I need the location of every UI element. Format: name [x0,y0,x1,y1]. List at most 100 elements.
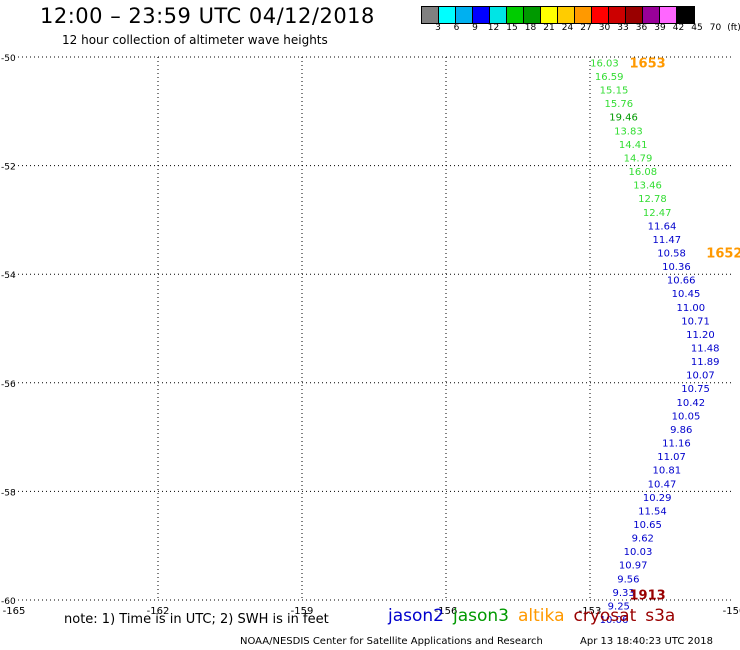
color-swatch [592,7,609,23]
data-value-label: 15.76 [604,99,633,110]
color-scale-tick-label: 30 [598,23,611,33]
data-value-label: 15.15 [600,86,629,97]
chart-subtitle: 12 hour collection of altimeter wave hei… [62,33,328,47]
data-value-label: 10.45 [672,289,701,300]
y-tick-label: -50 [1,54,16,64]
color-swatch [677,7,694,23]
data-value-label: 12.78 [638,194,667,205]
x-tick-label: -156 [435,606,458,617]
color-scale-tick-label: 70 [709,23,722,33]
data-value-label: 10.71 [681,316,710,327]
color-scale-tick-label: 18 [524,23,537,33]
satellite-legend: jason2 jason3 altika cryosat s3a [388,606,684,626]
data-value-label: 16.03 [590,58,619,69]
y-tick-label: -60 [1,597,16,607]
data-value-label: 10.07 [686,371,715,382]
color-scale-tick-label: 6 [453,23,460,33]
data-value-label: 11.64 [648,221,677,232]
data-value-label: 10.97 [619,561,648,572]
legend-item-altika: altika [518,606,565,626]
plot-grid [14,56,734,601]
color-scale-bar [421,6,695,24]
x-tick-label: -159 [291,606,314,617]
y-tick-label: -54 [1,271,16,281]
data-value-label: 19.46 [609,113,638,124]
y-tick-label: -58 [1,488,16,498]
data-value-label: 12.47 [643,208,672,219]
data-value-label: 10.05 [672,411,701,422]
pass-annotations: 1653 1652 1913 [630,56,740,603]
y-tick-label: -56 [1,380,16,390]
units-note: note: 1) Time is in UTC; 2) SWH is in fe… [64,612,329,627]
data-value-label: 11.16 [662,439,691,450]
data-value-label: 9.56 [617,574,639,585]
footer-credit: NOAA/NESDIS Center for Satellite Applica… [240,636,543,647]
color-swatch [558,7,575,23]
data-value-label: 11.47 [652,235,681,246]
data-value-label: 10.81 [652,466,681,477]
data-value-label: 14.41 [619,140,648,151]
color-swatch [439,7,456,23]
color-scale-tick-label: 45 [691,23,703,33]
color-scale-tick-label: 39 [654,23,666,33]
data-value-label: 11.00 [676,303,705,314]
data-value-label: 10.29 [643,493,672,504]
data-value-label: 13.46 [633,181,662,192]
color-scale-tick-label: 27 [580,23,592,33]
color-scale-tick-label: 21 [543,23,555,33]
legend-item-s3a: s3a [645,606,676,626]
footer-timestamp: Apr 13 18:40:23 UTC 2018 [580,636,713,647]
pass-time-label: 1913 [630,589,666,604]
pass-time-label: 1653 [630,56,666,71]
x-tick-label: -153 [579,606,602,617]
color-scale-tick-label: 24 [561,23,574,33]
pass-time-label: 1652 [706,246,740,261]
data-value-label: 9.86 [670,425,692,436]
x-tick-label: -165 [3,606,26,617]
data-value-label: 16.59 [595,72,624,83]
color-swatch [575,7,592,23]
axis-ticks: -165 -162 -159 -156 -153 -150 -50 -52 -54 -56 -58 -… [1,54,740,617]
color-swatch [422,7,439,23]
color-scale-tick-label: 33 [617,23,629,33]
color-swatch [660,7,677,23]
data-value-label: 10.42 [676,398,705,409]
data-value-label: 10.65 [633,520,662,531]
color-swatch [643,7,660,23]
chart-title: 12:00 – 23:59 UTC 04/12/2018 [40,4,375,28]
color-scale-tick-label: 12 [487,23,500,33]
legend-item-jason3: jason3 [453,606,509,626]
color-scale-tick-label: 42 [672,23,685,33]
color-scale-tick-label: 9 [472,23,478,33]
x-tick-label: -162 [147,606,170,617]
x-tick-label: -150 [723,606,740,617]
data-value-label: 11.48 [691,344,720,355]
data-value-label: 11.07 [657,452,686,463]
color-swatch [626,7,643,23]
data-value-label: 10.47 [648,479,677,490]
y-tick-label: -52 [1,163,16,173]
data-value-label: 10.58 [657,248,686,259]
data-value-label: 10.06 [600,615,629,626]
data-value-label: 9.33 [612,588,634,599]
color-swatch [609,7,626,23]
color-scale-labels: 3 6 9 12 15 18 21 24 27 30 33 36 39 42 45 70 (ft) [421,23,740,35]
data-value-label: 9.62 [632,534,654,545]
color-scale-tick-label: 36 [635,23,648,33]
data-value-label: 14.79 [624,153,653,164]
color-swatch [541,7,558,23]
data-value-label: 11.89 [691,357,720,368]
color-swatch [473,7,490,23]
data-value-label: 10.66 [667,276,696,287]
color-swatch [456,7,473,23]
color-swatch [524,7,541,23]
color-scale-tick-label: (ft) [727,23,740,33]
color-swatch [490,7,507,23]
legend-item-cryosat: cryosat [573,606,637,626]
data-value-label: 13.83 [614,126,643,137]
data-value-label: 11.54 [638,506,667,517]
data-value-label: 9.25 [608,601,630,612]
color-scale-tick-label: 15 [506,23,518,33]
data-value-label: 10.75 [681,384,710,395]
